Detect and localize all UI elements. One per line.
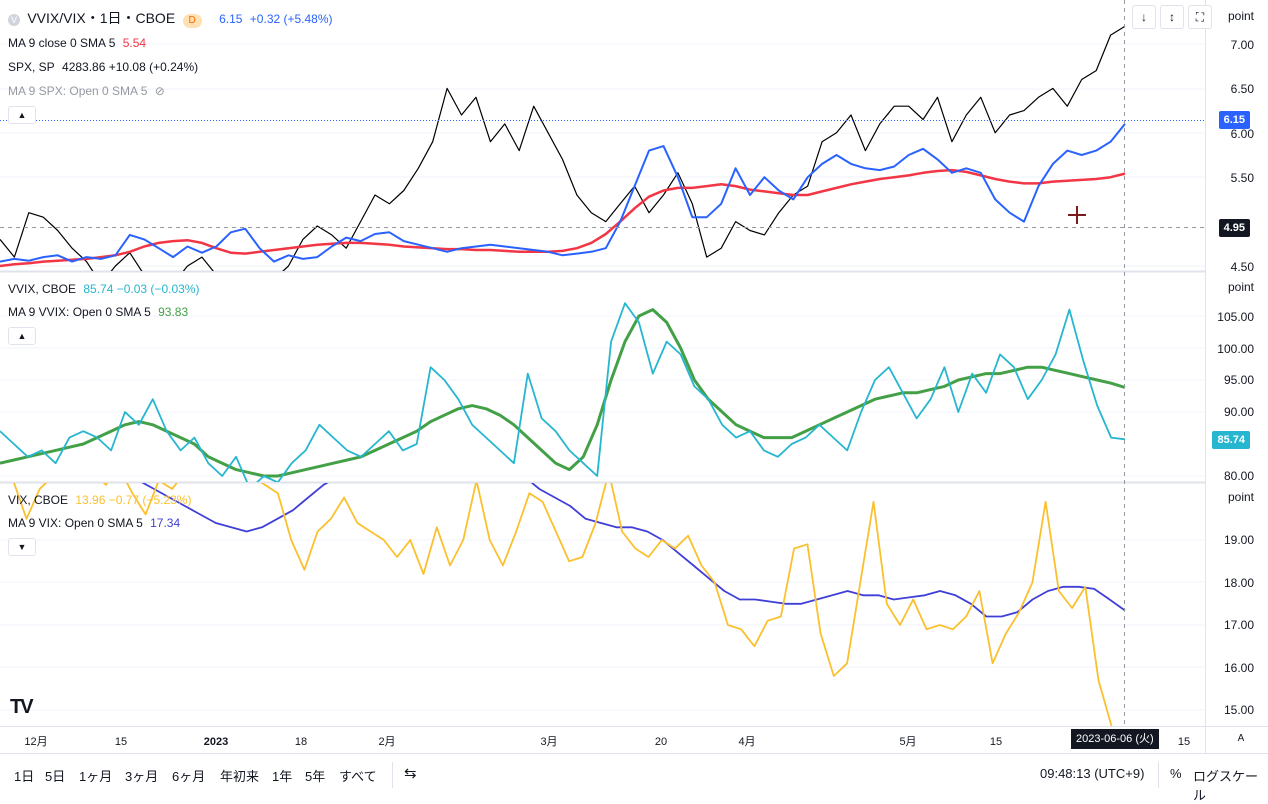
scale-tick: 18.00 (1223, 576, 1254, 590)
vvix-ma-legend-row[interactable]: MA 9 VVIX: Open 0 SMA 5 93.83 (8, 305, 192, 319)
range-3m[interactable]: 3ヶ月 (125, 769, 159, 784)
scale-tick: 105.00 (1217, 310, 1254, 324)
pane-3-series (13, 483, 1126, 726)
scale-tick: 15.00 (1223, 703, 1254, 717)
scale-tick: 80.00 (1223, 469, 1254, 483)
crosshair-date-tag: 2023-06-06 (火) (1071, 729, 1159, 749)
ma-legend-row[interactable]: MA 9 close 0 SMA 5 5.54 (8, 36, 150, 50)
time-axis-label: 4月 (738, 736, 755, 748)
collapse-legend-button-3[interactable]: ▼ (8, 538, 36, 556)
bottom-toolbar: 1日 5日 1ヶ月 3ヶ月 6ヶ月 年初来 1年 5年 すべて ⇆ 09:48:… (0, 753, 1268, 803)
scale-tick: 6.00 (1230, 127, 1254, 141)
time-axis-label: 20 (655, 736, 667, 748)
series-line-3-2 (141, 483, 1126, 618)
collapse-pane-icon[interactable]: ↕ (1160, 5, 1184, 29)
time-axis-label: 15 (1178, 736, 1190, 748)
scale-tick: 16.00 (1223, 661, 1254, 675)
time-axis-label: 12月 (24, 736, 47, 748)
series-line-1-1 (0, 123, 1126, 263)
scale-unit-1: point (1227, 9, 1254, 23)
spx-label: SPX, SP (8, 60, 55, 74)
ma-spx-legend-row[interactable]: MA 9 SPX: Open 0 SMA 5 ⊘ (8, 84, 169, 98)
time-axis-label: 2023 (204, 736, 228, 748)
vvix-ma-label: MA 9 VVIX: Open 0 SMA 5 (8, 305, 151, 319)
symbol-title[interactable]: VVIX/VIX・1日・CBOE (27, 10, 176, 26)
scale-tick: 19.00 (1223, 533, 1254, 547)
percent-toggle[interactable]: % (1170, 766, 1182, 781)
scale-tick: 17.00 (1223, 618, 1254, 632)
scale-tick: 90.00 (1223, 405, 1254, 419)
range-5d[interactable]: 5日 (45, 769, 66, 784)
last-price: 6.15 (219, 12, 243, 26)
vvix-label: VVIX, CBOE (8, 282, 77, 296)
range-ytd[interactable]: 年初来 (220, 769, 260, 784)
series-line-1-2 (0, 168, 1126, 268)
ma-label: MA 9 close 0 SMA 5 (8, 36, 116, 50)
scale-tick: 5.50 (1230, 171, 1254, 185)
vvix-value: 85.74 −0.03 (−0.03%) (83, 282, 200, 296)
auto-scale-button[interactable]: A (1237, 733, 1245, 744)
collapse-legend-button-1[interactable]: ▲ (8, 106, 36, 124)
vix-legend-row[interactable]: VIX, CBOE 13.96 −0.77 (−5.23%) (8, 493, 195, 507)
tradingview-logo[interactable]: TV (10, 696, 34, 718)
vvix-legend-row[interactable]: VVIX, CBOE 85.74 −0.03 (−0.03%) (8, 282, 203, 296)
last-price-tag: 6.15 (1218, 111, 1250, 129)
pane-controls: ↓ ↕ ⛶ (1132, 5, 1212, 29)
maximize-pane-icon[interactable]: ⛶ (1188, 5, 1212, 29)
date-range-icon[interactable]: ⇆ (404, 765, 417, 782)
range-5y[interactable]: 5年 (305, 769, 326, 784)
ma-value: 5.54 (122, 36, 147, 50)
vix-ma-value: 17.34 (150, 516, 181, 530)
range-1m[interactable]: 1ヶ月 (79, 769, 113, 784)
main-legend-row[interactable]: V VVIX/VIX・1日・CBOE D 6.15 +0.32 (+5.48%) (8, 8, 337, 28)
vix-ma-legend-row[interactable]: MA 9 VIX: Open 0 SMA 5 17.34 (8, 516, 184, 530)
time-axis-label: 15 (115, 736, 127, 748)
scale-tick: 95.00 (1223, 373, 1254, 387)
series-line-2-1 (0, 302, 1126, 482)
time-axis-label: 15 (990, 736, 1002, 748)
log-scale-toggle[interactable]: ログスケール (1193, 769, 1259, 803)
range-all[interactable]: すべて (339, 769, 377, 784)
data-delay-badge[interactable]: D (182, 14, 202, 28)
vvix-price-tag: 85.74 (1212, 431, 1250, 449)
pane-2-series (0, 302, 1126, 482)
series-line-3-1 (13, 483, 1113, 726)
time-axis-label: 18 (295, 736, 307, 748)
collapse-legend-button-2[interactable]: ▲ (8, 327, 36, 345)
range-6m[interactable]: 6ヶ月 (172, 769, 206, 784)
range-1y[interactable]: 1年 (272, 769, 293, 784)
clock-time[interactable]: 09:48:13 (UTC+9) (1040, 766, 1145, 781)
spx-value: 4283.86 +10.08 (+0.24%) (62, 60, 199, 74)
vvix-ma-value: 93.83 (158, 305, 189, 319)
scale-unit-2: point (1227, 280, 1254, 294)
eye-hidden-icon[interactable]: ⊘ (154, 84, 165, 98)
chart-canvas[interactable]: 12月 15 2023 18 2月 3月 20 4月 5月 15 15 (0, 0, 1268, 753)
series-line-1-3 (0, 25, 1126, 271)
scale-tick: 100.00 (1217, 342, 1254, 356)
toolbar-divider (392, 762, 393, 788)
symbol-logo-icon: V (8, 14, 20, 26)
time-axis-label: 5月 (899, 736, 916, 748)
time-axis-label: 2月 (378, 736, 395, 748)
time-axis-label: 3月 (540, 736, 557, 748)
toolbar-divider (1158, 762, 1159, 788)
range-1d[interactable]: 1日 (14, 769, 35, 784)
move-down-icon[interactable]: ↓ (1132, 5, 1156, 29)
vix-value: 13.96 −0.77 (−5.23%) (75, 493, 192, 507)
scale-tick: 4.50 (1230, 260, 1254, 274)
pane-1-series (0, 25, 1126, 271)
cursor-cross-icon (1068, 206, 1086, 224)
price-change: +0.32 (+5.48%) (249, 12, 333, 26)
series-line-2-2 (0, 308, 1126, 478)
scale-unit-3: point (1227, 490, 1254, 504)
vix-ma-label: MA 9 VIX: Open 0 SMA 5 (8, 516, 143, 530)
crosshair-price-tag: 4.95 (1218, 219, 1250, 237)
ma-spx-label: MA 9 SPX: Open 0 SMA 5 (8, 84, 148, 98)
scale-tick: 7.00 (1230, 38, 1254, 52)
scale-tick: 6.50 (1230, 82, 1254, 96)
spx-legend-row[interactable]: SPX, SP 4283.86 +10.08 (+0.24%) (8, 60, 202, 74)
vix-label: VIX, CBOE (8, 493, 69, 507)
